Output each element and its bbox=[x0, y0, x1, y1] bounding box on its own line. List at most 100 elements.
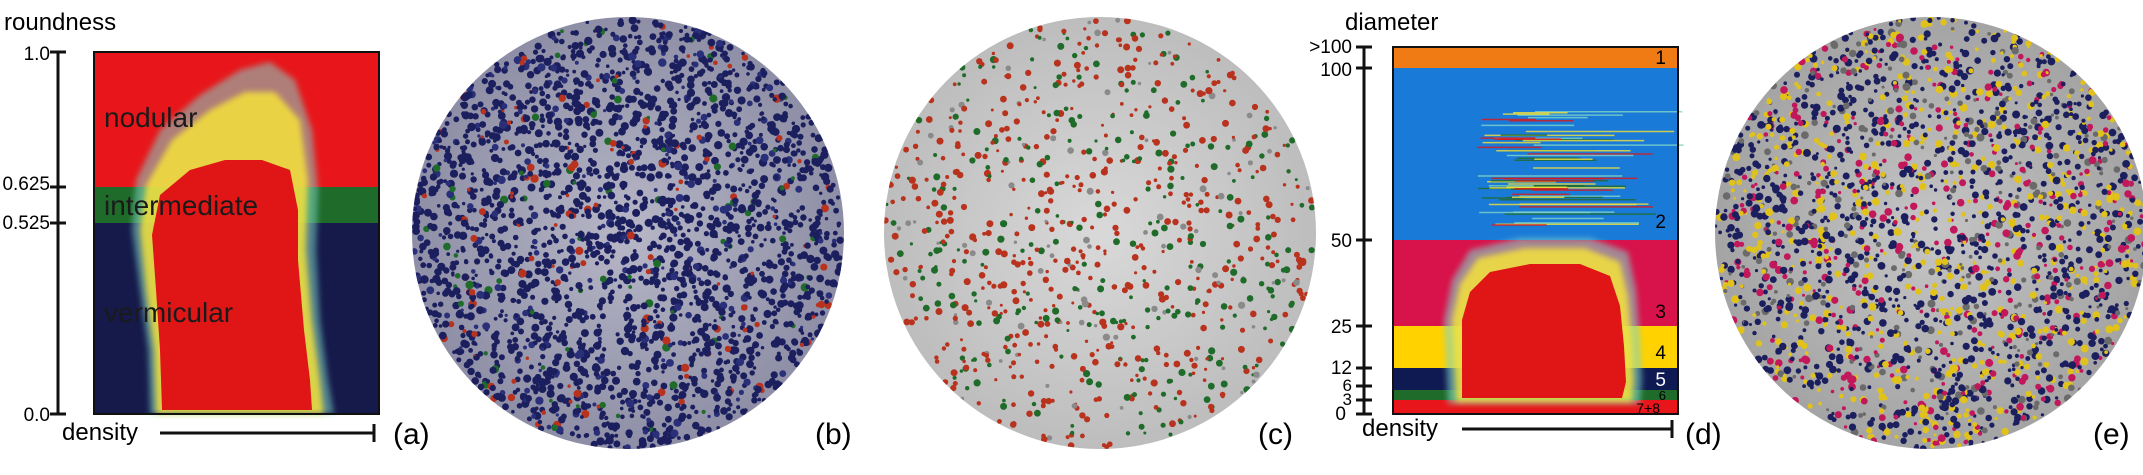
particle bbox=[1253, 236, 1260, 243]
particle bbox=[541, 91, 545, 95]
particle bbox=[1065, 174, 1069, 178]
particle bbox=[1124, 207, 1131, 214]
particle bbox=[634, 60, 641, 67]
particle bbox=[455, 140, 460, 145]
particle bbox=[711, 51, 717, 57]
particle bbox=[653, 143, 658, 148]
particle bbox=[505, 314, 508, 317]
particle bbox=[458, 301, 464, 307]
particle bbox=[628, 408, 632, 412]
particle bbox=[729, 370, 733, 374]
particle bbox=[633, 88, 640, 95]
particle bbox=[630, 253, 637, 260]
particle bbox=[636, 304, 641, 309]
particle bbox=[617, 115, 622, 120]
particle bbox=[941, 156, 946, 161]
particle bbox=[1971, 395, 1978, 402]
particle bbox=[723, 275, 729, 281]
particle bbox=[644, 103, 649, 108]
particle bbox=[684, 434, 691, 441]
particle bbox=[1029, 298, 1033, 302]
particle bbox=[1744, 268, 1749, 273]
particle bbox=[1931, 247, 1934, 250]
particle bbox=[1139, 424, 1145, 430]
particle bbox=[412, 212, 420, 220]
particle bbox=[467, 368, 474, 375]
particle bbox=[1879, 331, 1883, 335]
particle bbox=[1002, 110, 1008, 116]
particle bbox=[622, 256, 630, 264]
particle bbox=[725, 80, 732, 87]
particle bbox=[551, 227, 555, 231]
particle bbox=[497, 293, 501, 297]
particle bbox=[1873, 130, 1879, 136]
particle bbox=[1181, 176, 1185, 180]
particle bbox=[657, 330, 665, 338]
particle bbox=[1859, 86, 1865, 92]
particle bbox=[722, 220, 727, 225]
particle bbox=[539, 189, 543, 193]
particle bbox=[679, 277, 686, 284]
particle bbox=[1860, 196, 1863, 199]
particle bbox=[433, 250, 440, 257]
particle bbox=[664, 248, 669, 253]
particle bbox=[1874, 28, 1877, 31]
particle bbox=[1110, 114, 1115, 119]
particle bbox=[1863, 127, 1868, 132]
particle bbox=[689, 129, 693, 133]
particle bbox=[436, 292, 440, 296]
particle bbox=[2075, 327, 2080, 332]
particle bbox=[1917, 359, 1921, 363]
particle bbox=[1837, 152, 1843, 158]
particle bbox=[461, 219, 468, 226]
particle bbox=[762, 320, 767, 325]
particle bbox=[1865, 217, 1869, 221]
particle bbox=[1286, 169, 1290, 173]
particle bbox=[1227, 259, 1231, 263]
particle bbox=[588, 285, 593, 290]
particle bbox=[1799, 301, 1803, 305]
particle bbox=[589, 233, 596, 240]
particle bbox=[1136, 378, 1140, 382]
particle bbox=[1163, 195, 1166, 198]
particle bbox=[1763, 290, 1768, 295]
particle bbox=[667, 324, 675, 332]
particle bbox=[435, 130, 441, 136]
particle bbox=[530, 295, 535, 300]
particle bbox=[702, 58, 709, 65]
particle bbox=[531, 414, 536, 419]
particle bbox=[1220, 318, 1223, 321]
particle bbox=[987, 281, 992, 286]
particle bbox=[1857, 190, 1860, 193]
particle bbox=[1075, 175, 1080, 180]
particle bbox=[675, 91, 679, 95]
particle bbox=[2092, 140, 2097, 145]
particle bbox=[1195, 164, 1199, 168]
particle bbox=[669, 116, 677, 124]
particle bbox=[948, 210, 953, 215]
particle bbox=[594, 119, 599, 124]
particle bbox=[1958, 330, 1963, 335]
particle bbox=[1800, 376, 1804, 380]
particle bbox=[1087, 322, 1092, 327]
particle bbox=[1233, 314, 1237, 318]
particle bbox=[1786, 224, 1793, 231]
particle bbox=[2080, 266, 2084, 270]
particle bbox=[936, 308, 943, 315]
particle bbox=[657, 400, 663, 406]
particle bbox=[1838, 191, 1841, 194]
particle bbox=[638, 405, 644, 411]
particle bbox=[568, 105, 574, 111]
particle bbox=[2106, 259, 2114, 267]
particle bbox=[555, 213, 561, 219]
particle bbox=[639, 437, 647, 445]
particle bbox=[981, 286, 985, 290]
particle bbox=[687, 76, 695, 84]
particle bbox=[1138, 144, 1144, 150]
particle bbox=[708, 39, 716, 47]
particle bbox=[533, 390, 538, 395]
particle bbox=[617, 366, 621, 370]
particle bbox=[1856, 290, 1862, 296]
particle bbox=[569, 287, 573, 291]
particle bbox=[575, 282, 582, 289]
